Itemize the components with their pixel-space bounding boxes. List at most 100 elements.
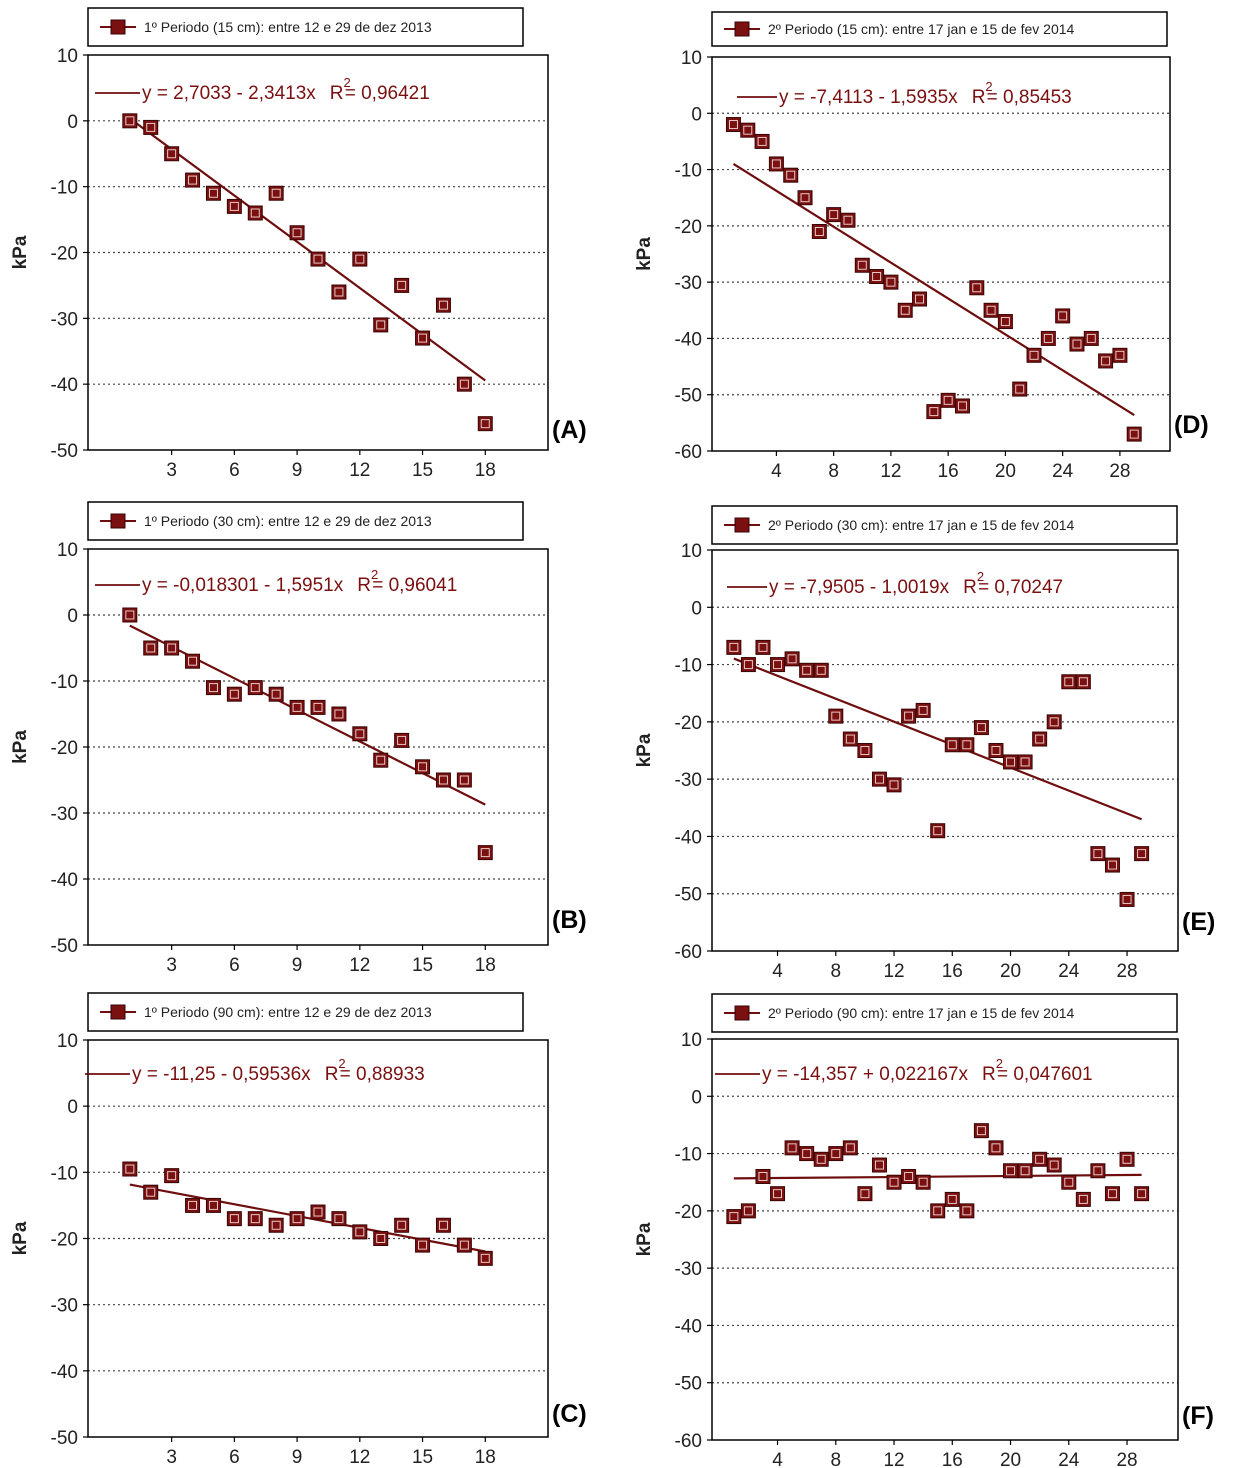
- marker-outer: [944, 1191, 960, 1207]
- marker-inner: [831, 711, 841, 721]
- x-tick-label: 12: [883, 961, 904, 982]
- data-point: [912, 291, 928, 307]
- data-point: [973, 720, 989, 736]
- marker-inner: [250, 208, 260, 218]
- marker-outer: [1026, 347, 1042, 363]
- marker-outer: [1083, 330, 1099, 346]
- marker-outer: [143, 1184, 159, 1200]
- marker-inner: [947, 740, 957, 750]
- x-tick-label: 9: [292, 1447, 303, 1468]
- regression-equation: y = -11,25 - 0,59536x R2 = 0,88933: [132, 1056, 425, 1085]
- marker-outer: [164, 146, 180, 162]
- y-tick-label: -20: [51, 244, 78, 265]
- marker-inner: [1035, 1154, 1045, 1164]
- panel-f: 10 0 -10 -20 -30 -40 -50 -60 4 8 12 16 20 24 28 kPa 2º P…: [634, 993, 1214, 1468]
- x-tick-label: 18: [475, 955, 496, 976]
- marker-outer: [726, 1209, 742, 1225]
- marker-outer: [828, 1146, 844, 1162]
- legend: 2º Periodo (15 cm): entre 17 jan e 15 de…: [711, 11, 1168, 47]
- marker-inner: [480, 848, 490, 858]
- data-point: [930, 1203, 946, 1219]
- x-tick-label: 12: [349, 955, 370, 976]
- marker-inner: [857, 260, 867, 270]
- y-tick-label: 10: [57, 46, 78, 67]
- r2-label: R: [982, 1064, 996, 1085]
- y-axis-label: kPa: [10, 1221, 31, 1255]
- y-tick-label: -50: [675, 885, 702, 906]
- x-tick-label: 18: [475, 1447, 496, 1468]
- marker-outer: [901, 1168, 917, 1184]
- data-point: [857, 743, 873, 758]
- r2-value: = 0,96041: [372, 575, 457, 596]
- legend-marker: [110, 19, 126, 35]
- marker-outer: [1134, 1186, 1150, 1202]
- marker-inner: [845, 734, 855, 744]
- marker-outer: [755, 1168, 771, 1184]
- data-point: [415, 330, 431, 346]
- data-point: [331, 284, 347, 300]
- data-point: [969, 280, 985, 296]
- data-point: [813, 1151, 829, 1167]
- marker-outer: [331, 284, 347, 300]
- x-tick-label: 12: [883, 1450, 904, 1468]
- legend-label: 2º Periodo (30 cm): entre 17 jan e 15 de…: [768, 517, 1075, 533]
- data-point: [352, 1224, 368, 1240]
- marker-inner: [843, 215, 853, 225]
- marker-inner: [918, 1177, 928, 1187]
- marker-inner: [376, 1234, 386, 1243]
- marker-outer: [1119, 1151, 1135, 1167]
- data-point: [373, 1231, 389, 1246]
- marker-outer: [1061, 674, 1077, 690]
- marker-outer: [983, 302, 999, 318]
- marker-outer: [1003, 1163, 1019, 1179]
- marker-inner: [933, 826, 943, 836]
- marker-inner: [292, 228, 302, 238]
- marker-inner: [1078, 1194, 1088, 1204]
- marker-outer: [857, 743, 873, 758]
- data-point: [871, 771, 887, 787]
- data-point: [477, 845, 493, 861]
- marker-inner: [800, 193, 810, 203]
- marker-inner: [1078, 677, 1088, 687]
- data-point: [415, 759, 431, 775]
- x-tick-label: 15: [412, 955, 433, 976]
- data-point: [456, 772, 472, 788]
- marker-inner: [334, 709, 344, 719]
- marker-inner: [480, 419, 490, 429]
- marker-outer: [1032, 1151, 1048, 1167]
- marker-inner: [1020, 757, 1030, 767]
- marker-inner: [188, 175, 198, 185]
- x-tick-label: 6: [229, 1447, 240, 1468]
- regression-annotation: y = -7,4113 - 1,5935x R2 = 0,85453: [737, 79, 1072, 108]
- marker-outer: [871, 1157, 887, 1173]
- regression-line: [129, 624, 486, 806]
- y-tick-label: -30: [675, 770, 702, 791]
- data-point: [456, 376, 472, 392]
- data-point: [784, 1140, 800, 1156]
- y-tick-label: -40: [675, 1316, 702, 1337]
- x-tick-label: 8: [830, 1450, 841, 1468]
- marker-inner: [229, 201, 239, 211]
- data-point: [1104, 1186, 1120, 1202]
- data-point: [1090, 1163, 1106, 1179]
- marker-outer: [352, 1224, 368, 1240]
- marker-inner: [459, 1240, 469, 1250]
- data-point: [988, 1140, 1004, 1156]
- y-tick-label: 0: [691, 598, 702, 619]
- marker-inner: [376, 755, 386, 765]
- data-point: [1119, 891, 1135, 907]
- y-tick-label: -10: [51, 672, 78, 693]
- marker-inner: [1122, 894, 1132, 904]
- data-point: [205, 1197, 221, 1213]
- equation-text: y = -7,9505 - 1,0019x: [769, 577, 950, 598]
- y-tick-label: -50: [675, 1374, 702, 1395]
- marker-outer: [456, 1237, 472, 1253]
- regression-annotation: y = -14,357 + 0,022167x R2 = 0,047601: [715, 1056, 1093, 1085]
- x-tick-label: 28: [1116, 961, 1137, 982]
- y-tick-label: 0: [67, 606, 78, 627]
- marker-inner: [480, 1253, 490, 1263]
- y-tick-label: 10: [57, 1031, 78, 1052]
- data-point: [268, 686, 284, 702]
- data-point: [755, 1168, 771, 1184]
- data-point: [854, 257, 870, 273]
